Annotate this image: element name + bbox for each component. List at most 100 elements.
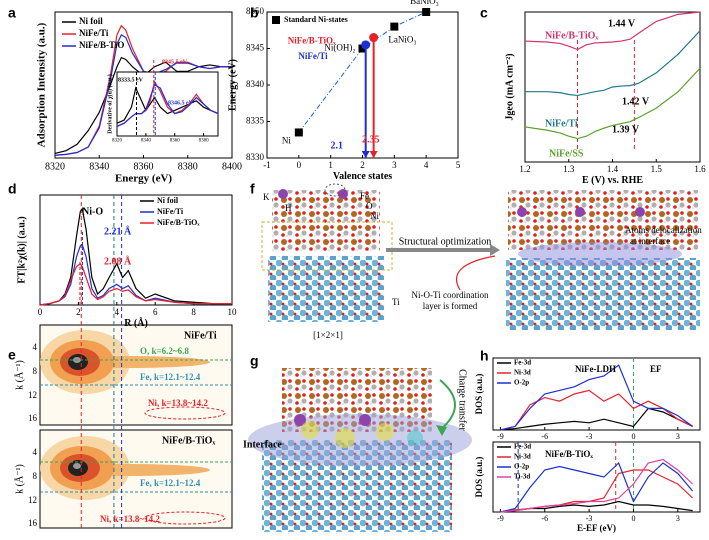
- atom-label: Ti: [392, 297, 400, 307]
- x-tick-label: -6: [541, 432, 548, 441]
- ldh-layer: [272, 190, 380, 252]
- x-tick-label: 0: [631, 432, 635, 441]
- highlight: [324, 183, 346, 197]
- arrow-head: [436, 425, 447, 436]
- k-atom: [635, 207, 645, 217]
- axis-label: DOS (a.u.): [474, 374, 484, 415]
- x-tick-label: 2: [76, 307, 81, 317]
- plot-title: NiFe/B-TiOₓ: [162, 435, 215, 446]
- ldh-layer: [508, 190, 698, 250]
- y-tick-label: 8340: [246, 79, 265, 89]
- x-tick-label: 8: [191, 307, 196, 317]
- tick-label: 8: [33, 471, 38, 481]
- y-tick-label: 8345: [246, 43, 265, 53]
- x-tick-label: -1: [263, 160, 271, 170]
- panel-label: d: [8, 181, 17, 197]
- atom-label: Fe: [360, 191, 369, 201]
- series-line: [500, 458, 694, 513]
- panel-label: e: [8, 347, 16, 363]
- x-tick-label: 4: [115, 307, 120, 317]
- tick-label: 12: [28, 495, 37, 505]
- ti-substrate: [268, 256, 384, 322]
- point-label: BaNiO₃: [410, 0, 439, 6]
- y-tick-label: 8335: [246, 116, 265, 126]
- series-line: [500, 461, 694, 513]
- charge-density: [335, 428, 355, 448]
- marker-label: 2.08 Å: [104, 255, 132, 267]
- axis-label: Derivative of χ(u) (a.u.): [106, 74, 113, 134]
- plot-frame: [492, 441, 701, 513]
- point: [422, 8, 431, 16]
- transfer-label: Charge transfer: [457, 369, 468, 431]
- series-line: [500, 389, 693, 431]
- k-atom: [517, 207, 527, 217]
- legend-label: O-2p: [514, 463, 529, 471]
- legend-label: NiFe/Ti: [79, 28, 109, 38]
- legend-label: Standard Ni-states: [284, 15, 348, 24]
- result-label: Atoms delocalization: [625, 225, 702, 235]
- ti-substrate: [506, 258, 700, 330]
- point-label: LaNiO₃: [388, 35, 416, 45]
- process-label: Structural optimization: [399, 236, 491, 247]
- series-line: [500, 500, 693, 513]
- x-tick-label: 0: [631, 514, 635, 523]
- arrow: [455, 255, 496, 291]
- x-tick-label: 10: [228, 307, 238, 317]
- series-line: [500, 407, 693, 431]
- x-tick-label: 0: [297, 160, 302, 170]
- series-label: NiFe/B-TiOₓ: [545, 30, 598, 41]
- x-tick-label: 1.3: [563, 164, 575, 174]
- x-tick-label: 0: [38, 307, 43, 317]
- x-tick-label: -6: [541, 514, 548, 523]
- arrow-head: [361, 151, 370, 158]
- point: [358, 44, 367, 53]
- x-tick-label: 1: [328, 160, 333, 170]
- series-line: [39, 262, 232, 306]
- axis-label: R (Å): [124, 317, 148, 329]
- panel-label: b: [250, 5, 259, 21]
- axis-label: Energy (eV): [227, 59, 238, 111]
- annotation: Ni, k=13.8~14.2: [148, 398, 208, 408]
- marker-label: 1.42 V: [622, 96, 650, 107]
- legend-label: Ni-3d: [514, 453, 531, 461]
- trend-line: [298, 11, 427, 133]
- series-line: [500, 364, 693, 431]
- legend-label: Ni foil: [79, 16, 103, 26]
- x-tick-label: 2: [360, 160, 365, 170]
- panel-label: f: [250, 181, 255, 197]
- tick-label: 16: [28, 413, 38, 423]
- k-atom: [575, 207, 585, 217]
- charge-density: [407, 430, 423, 446]
- legend-label: O-2p: [514, 379, 529, 387]
- tick-label: 12: [28, 390, 37, 400]
- atom-label: Ni: [370, 211, 379, 221]
- annotation: EF: [650, 364, 662, 374]
- legend-label: Ni foil: [157, 196, 179, 205]
- series-line: [116, 86, 219, 124]
- panel-label: a: [8, 5, 16, 21]
- x-tick-label: 3: [392, 160, 397, 170]
- legend-label: NiFe/B-TiOₓ: [157, 218, 200, 227]
- axis-label: Energy (eV): [115, 173, 172, 185]
- series-line: [39, 243, 232, 306]
- marker-label: 2.21 Å: [104, 225, 132, 237]
- x-tick-label: 8360: [134, 161, 154, 172]
- x-tick-label: -9: [497, 432, 504, 441]
- point-label: Ni(OH)₂: [324, 43, 355, 53]
- x-tick-label: 3: [676, 432, 680, 441]
- annotation: Ni-O: [82, 206, 103, 217]
- series-line: [116, 83, 219, 127]
- marker-label: 2.1: [331, 140, 344, 151]
- x-tick-label: 1.4: [607, 164, 619, 174]
- tick-label: 4: [33, 447, 38, 457]
- y-tick-label: 8330: [246, 152, 265, 162]
- interface-label: Interface: [243, 439, 282, 450]
- legend-label: Fe-3d: [514, 443, 531, 451]
- panel-f: f K H Fe O Ni Ti Structural optimization…: [250, 181, 702, 340]
- plot-frame: [39, 194, 233, 306]
- annotation: O, k=6.2~6.8: [140, 346, 189, 356]
- annotation: Fe, k=12.1~12.4: [140, 372, 201, 382]
